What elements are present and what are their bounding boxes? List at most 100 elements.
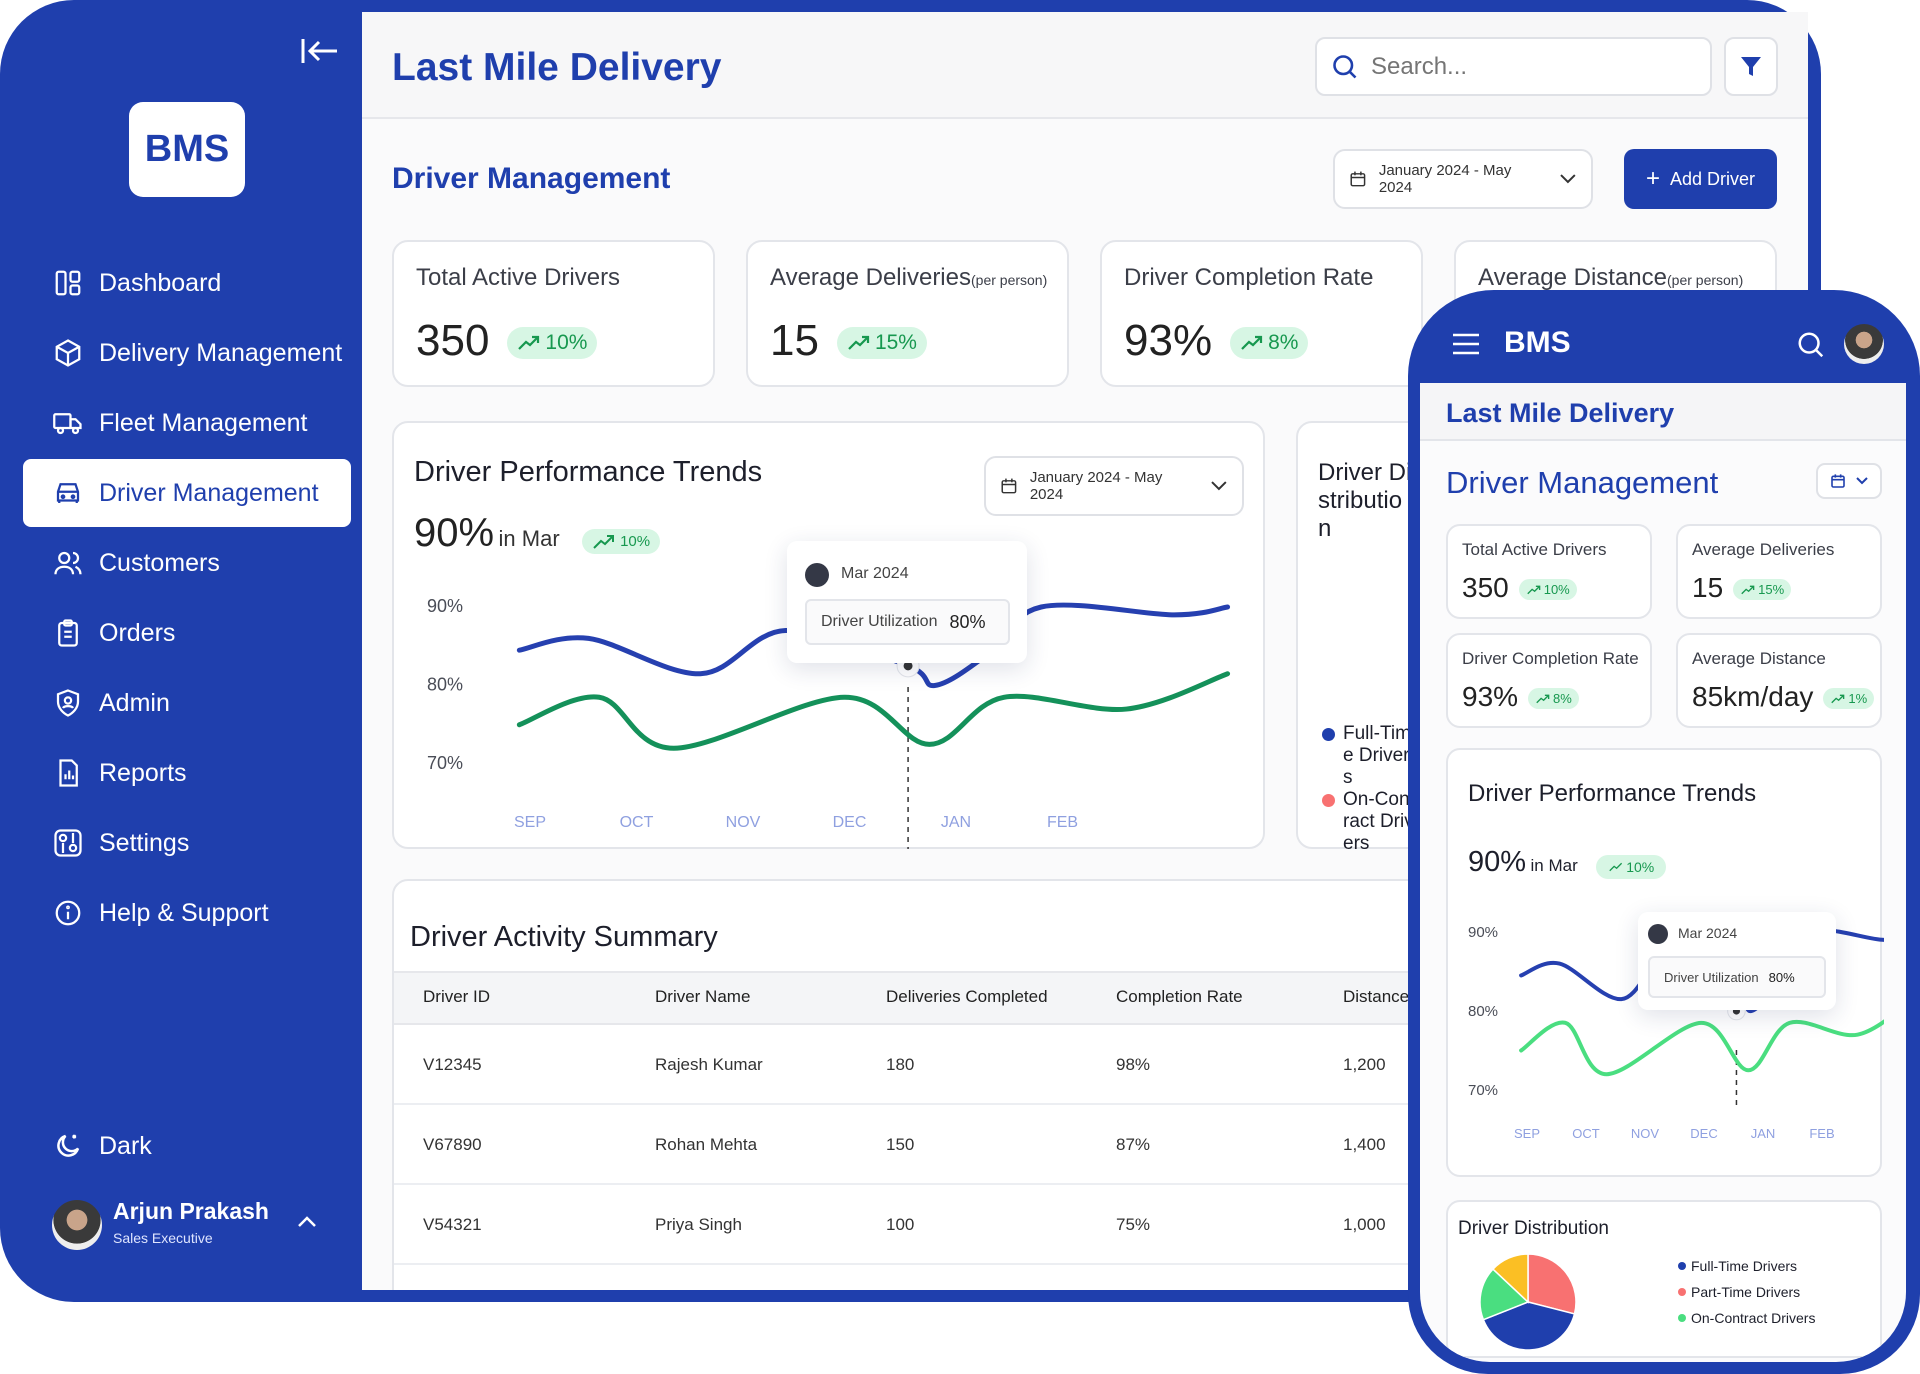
search-input[interactable] bbox=[1371, 52, 1671, 81]
tooltip-label: Driver Utilization bbox=[821, 613, 938, 630]
sidebar-item-driver-management[interactable]: Driver Management bbox=[23, 459, 351, 527]
column-header[interactable]: Distance bbox=[1343, 987, 1410, 1006]
clipboard-icon bbox=[58, 619, 78, 647]
tooltip-metric: Driver Utilization 80% bbox=[1648, 956, 1826, 998]
mobile-avatar[interactable] bbox=[1844, 324, 1884, 364]
sidebar-item-label: Driver Management bbox=[99, 478, 319, 507]
sidebar-item-help-support[interactable]: Help & Support bbox=[23, 879, 351, 947]
pie-slice[interactable] bbox=[1482, 1301, 1576, 1351]
add-driver-button[interactable]: + Add Driver bbox=[1624, 149, 1777, 209]
table-row[interactable]: V54321 Priya Singh 100 75% 1,000 bbox=[394, 1185, 1790, 1265]
column-header[interactable]: Driver ID bbox=[423, 987, 491, 1006]
stat-value: 350 10% bbox=[416, 316, 598, 366]
legend-label: Full-Time Drivers bbox=[1343, 723, 1411, 788]
trend-up-icon bbox=[1536, 694, 1550, 703]
sidebar-item-reports[interactable]: Reports bbox=[23, 739, 351, 807]
x-tick-label: FEB bbox=[1809, 1126, 1834, 1141]
dark-mode-toggle[interactable]: Dark bbox=[23, 1112, 223, 1180]
x-tick-label: OCT bbox=[620, 814, 654, 831]
sidebar-item-customers[interactable]: Customers bbox=[23, 529, 351, 597]
chevron-up-icon[interactable] bbox=[297, 1214, 317, 1228]
performance-headline: 90% in Mar 10% bbox=[414, 511, 661, 556]
change-badge: 10% bbox=[1518, 579, 1577, 601]
trend-up-icon bbox=[1526, 585, 1541, 594]
x-tick-label: JAN bbox=[1751, 1126, 1776, 1141]
mobile-distribution-card: Driver Distribution Full-Time Drivers Pa… bbox=[1446, 1200, 1882, 1358]
change-value: 10% bbox=[620, 533, 651, 551]
sidebar-item-orders[interactable]: Orders bbox=[23, 599, 351, 667]
sidebar-item-dashboard[interactable]: Dashboard bbox=[23, 249, 351, 317]
change-badge: 1% bbox=[1823, 688, 1875, 710]
mobile-date-picker[interactable] bbox=[1816, 463, 1882, 499]
distribution-title: Driver Distribution bbox=[1318, 459, 1412, 542]
series-line-1 bbox=[1519, 1019, 1884, 1077]
user-profile[interactable]: Arjun Prakash Sales Executive bbox=[52, 1198, 372, 1258]
x-tick-label: SEP bbox=[514, 814, 546, 831]
table-cell: Rohan Mehta bbox=[655, 1135, 758, 1154]
table-cell: V12345 bbox=[423, 1055, 482, 1074]
sidebar-item-delivery-management[interactable]: Delivery Management bbox=[23, 319, 351, 387]
y-tick-label: 80% bbox=[1468, 1003, 1498, 1020]
hamburger-menu-icon[interactable] bbox=[1452, 332, 1480, 356]
headline-change-badge: 10% bbox=[582, 529, 661, 555]
stat-value: 93% 8% bbox=[1124, 316, 1309, 366]
table-cell: Priya Singh bbox=[655, 1215, 742, 1234]
sidebar-item-label: Admin bbox=[99, 688, 170, 717]
mobile-performance-title: Driver Performance Trends bbox=[1468, 780, 1757, 807]
change-value: 10% bbox=[1626, 858, 1655, 875]
filter-icon bbox=[1741, 56, 1761, 76]
filter-button[interactable] bbox=[1724, 37, 1778, 96]
add-driver-label: Add Driver bbox=[1669, 168, 1756, 189]
date-range-text: January 2024 - May 2024 bbox=[1378, 162, 1512, 196]
change-badge: 8% bbox=[1528, 688, 1579, 710]
sidebar-item-admin[interactable]: Admin bbox=[23, 669, 351, 737]
column-header[interactable]: Driver Name bbox=[655, 987, 751, 1006]
headline-sub: in Mar bbox=[498, 526, 560, 551]
x-tick-label: FEB bbox=[1047, 814, 1078, 831]
mobile-distribution-title: Driver Distribution bbox=[1458, 1218, 1609, 1239]
x-tick-label: DEC bbox=[1690, 1126, 1717, 1141]
sidebar-item-fleet-management[interactable]: Fleet Management bbox=[23, 389, 351, 457]
activity-title: Driver Activity Summary bbox=[410, 921, 718, 953]
app-title: Last Mile Delivery bbox=[392, 46, 722, 89]
chevron-down-icon bbox=[1560, 174, 1576, 184]
search-box[interactable] bbox=[1315, 37, 1712, 96]
stat-label: Driver Completion Rate bbox=[1462, 649, 1639, 668]
pie-slice[interactable] bbox=[1527, 1253, 1577, 1315]
column-header[interactable]: Deliveries Completed bbox=[886, 987, 1048, 1006]
date-range-picker[interactable]: January 2024 - May 2024 bbox=[1333, 149, 1593, 209]
trend-up-icon bbox=[1831, 694, 1845, 703]
tooltip-value: 80% bbox=[1768, 969, 1795, 985]
search-icon[interactable] bbox=[1796, 330, 1826, 360]
series-line-1 bbox=[516, 671, 1231, 751]
x-tick-label: OCT bbox=[1572, 1126, 1600, 1141]
sidebar-item-settings[interactable]: Settings bbox=[23, 809, 351, 877]
table-row[interactable]: V67890 Rohan Mehta 150 87% 1,400 bbox=[394, 1105, 1790, 1185]
legend-full-time: Full-Time Drivers bbox=[1678, 1258, 1797, 1274]
section-title: Driver Management bbox=[392, 162, 671, 195]
moon-icon bbox=[57, 1134, 80, 1157]
sidebar-item-label: Help & Support bbox=[99, 898, 269, 927]
table-cell: 1,200 bbox=[1343, 1055, 1386, 1074]
table-cell: Rajesh Kumar bbox=[655, 1055, 763, 1074]
dashboard-icon bbox=[55, 270, 81, 296]
headline-change-badge: 10% bbox=[1596, 854, 1667, 879]
trend-up-icon bbox=[593, 534, 615, 549]
table-cell: 150 bbox=[886, 1135, 915, 1154]
table-cell: 75% bbox=[1116, 1215, 1151, 1234]
chevron-down-icon bbox=[1856, 477, 1868, 485]
change-badge: 15% bbox=[1733, 579, 1792, 601]
chart-tooltip: Mar 2024 Driver Utilization 80% bbox=[787, 541, 1027, 663]
pie-slice[interactable] bbox=[1479, 1268, 1530, 1321]
table-cell: 87% bbox=[1116, 1135, 1151, 1154]
chart-date-range-text: January 2024 - May 2024 bbox=[1029, 469, 1163, 503]
column-header[interactable]: Completion Rate bbox=[1116, 987, 1243, 1006]
tooltip-value: 80% bbox=[949, 611, 986, 632]
shield-icon bbox=[56, 689, 80, 717]
chart-date-range-picker[interactable]: January 2024 - May 2024 bbox=[984, 456, 1244, 516]
table-row[interactable]: V12345 Rajesh Kumar 180 98% 1,200 bbox=[394, 1025, 1790, 1105]
collapse-sidebar-icon[interactable] bbox=[300, 36, 340, 66]
mobile-stat-card: Average Deliveries 15 15% bbox=[1676, 524, 1882, 619]
pie-slice[interactable] bbox=[1491, 1253, 1529, 1304]
stat-value: 15 15% bbox=[1692, 572, 1792, 604]
